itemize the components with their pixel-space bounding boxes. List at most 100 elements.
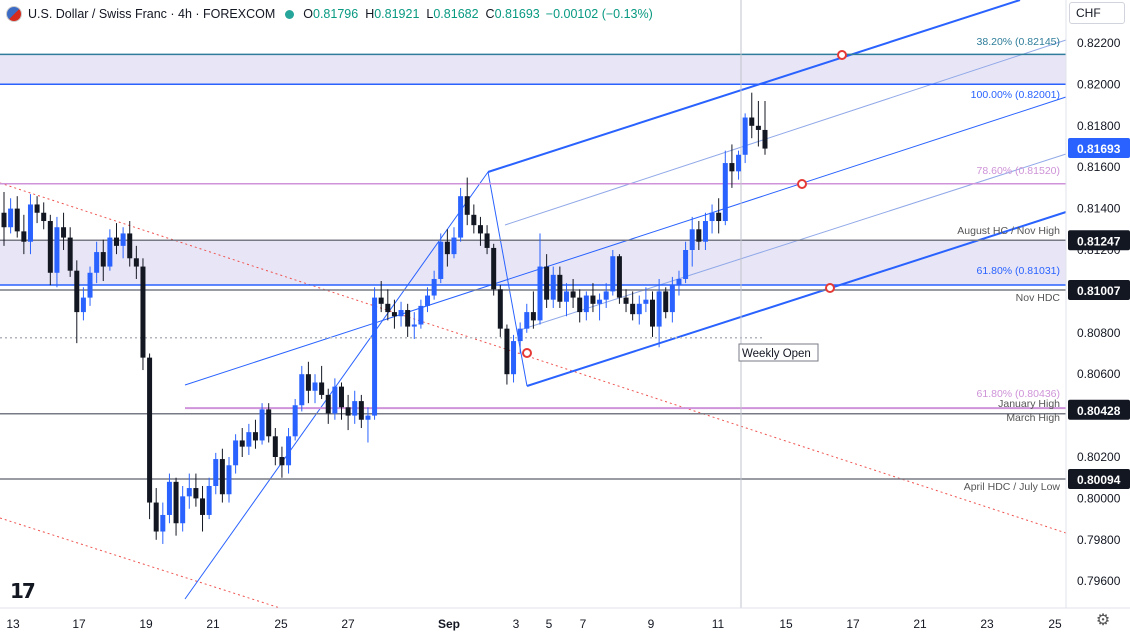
candle[interactable]	[100, 252, 106, 267]
candle[interactable]	[616, 256, 622, 298]
candle[interactable]	[405, 310, 411, 327]
candle[interactable]	[530, 312, 536, 321]
candle[interactable]	[325, 394, 331, 414]
candle[interactable]	[206, 485, 212, 515]
candle[interactable]	[590, 295, 596, 304]
candle[interactable]	[630, 303, 636, 315]
candle[interactable]	[246, 432, 252, 447]
candle[interactable]	[166, 481, 172, 515]
candle[interactable]	[319, 382, 325, 395]
candle[interactable]	[233, 440, 239, 466]
candle[interactable]	[511, 341, 517, 375]
candle[interactable]	[683, 250, 689, 279]
candle[interactable]	[491, 247, 497, 290]
candle[interactable]	[444, 241, 450, 255]
candle[interactable]	[67, 237, 73, 271]
candle[interactable]	[557, 274, 563, 302]
candle[interactable]	[127, 233, 133, 259]
candle[interactable]	[398, 310, 404, 317]
candle[interactable]	[352, 401, 358, 416]
candle[interactable]	[425, 295, 431, 306]
candle[interactable]	[458, 196, 464, 238]
candle[interactable]	[563, 291, 569, 302]
candle[interactable]	[186, 488, 192, 497]
candle[interactable]	[120, 233, 126, 246]
candle[interactable]	[305, 374, 311, 391]
candle[interactable]	[544, 266, 550, 300]
candle[interactable]	[736, 154, 742, 172]
candle[interactable]	[477, 225, 483, 234]
candle[interactable]	[147, 357, 153, 503]
candle[interactable]	[643, 299, 649, 304]
candle[interactable]	[755, 125, 761, 130]
candle[interactable]	[484, 233, 490, 248]
gear-icon[interactable]: ⚙	[1095, 612, 1111, 629]
candle[interactable]	[94, 252, 100, 273]
candle[interactable]	[21, 231, 27, 242]
candle[interactable]	[47, 221, 53, 273]
candle[interactable]	[610, 256, 616, 292]
candle[interactable]	[1, 212, 7, 228]
candle[interactable]	[87, 272, 93, 298]
candle[interactable]	[391, 312, 397, 317]
candle[interactable]	[372, 297, 378, 416]
candle[interactable]	[41, 212, 47, 222]
candle[interactable]	[431, 278, 437, 296]
candle[interactable]	[252, 432, 258, 441]
candle[interactable]	[636, 303, 642, 315]
candle[interactable]	[623, 297, 629, 304]
candle[interactable]	[749, 117, 755, 126]
candle[interactable]	[689, 229, 695, 250]
candle[interactable]	[140, 266, 146, 358]
candle[interactable]	[272, 436, 278, 457]
candle[interactable]	[292, 405, 298, 437]
candle[interactable]	[213, 459, 219, 486]
candle[interactable]	[239, 440, 245, 447]
candle[interactable]	[650, 299, 656, 327]
candle[interactable]	[345, 407, 351, 416]
candle[interactable]	[312, 382, 318, 391]
candle[interactable]	[702, 221, 708, 242]
candle[interactable]	[160, 514, 166, 532]
candle[interactable]	[365, 415, 371, 420]
candle[interactable]	[54, 227, 60, 273]
candle[interactable]	[61, 227, 67, 238]
candle[interactable]	[537, 266, 543, 321]
candle[interactable]	[200, 498, 206, 515]
candle[interactable]	[663, 291, 669, 313]
candle[interactable]	[709, 212, 715, 222]
candle[interactable]	[133, 258, 139, 267]
candle[interactable]	[266, 409, 272, 437]
candle[interactable]	[676, 278, 682, 286]
candle[interactable]	[517, 328, 523, 342]
candle[interactable]	[418, 305, 424, 325]
candle[interactable]	[524, 312, 530, 329]
candle[interactable]	[656, 291, 662, 327]
candle[interactable]	[107, 237, 113, 267]
candle[interactable]	[411, 324, 417, 327]
candle[interactable]	[378, 297, 384, 304]
candle[interactable]	[358, 401, 364, 420]
candle[interactable]	[80, 297, 86, 313]
candle[interactable]	[603, 291, 609, 300]
candle[interactable]	[438, 241, 444, 279]
tradingview-logo-icon[interactable]: 17	[10, 579, 36, 603]
candle[interactable]	[14, 208, 20, 232]
candle[interactable]	[729, 163, 735, 172]
candle[interactable]	[696, 229, 702, 242]
candle[interactable]	[464, 196, 470, 215]
candle[interactable]	[338, 386, 344, 408]
candle[interactable]	[385, 303, 391, 313]
candle[interactable]	[722, 163, 728, 222]
candle[interactable]	[286, 436, 292, 466]
candle[interactable]	[504, 328, 510, 375]
candle[interactable]	[577, 297, 583, 313]
candle[interactable]	[550, 274, 556, 300]
candle[interactable]	[8, 208, 14, 228]
candle[interactable]	[716, 212, 722, 222]
candle[interactable]	[219, 459, 225, 495]
candle[interactable]	[299, 374, 305, 406]
candle[interactable]	[259, 409, 265, 441]
candle[interactable]	[226, 465, 232, 495]
